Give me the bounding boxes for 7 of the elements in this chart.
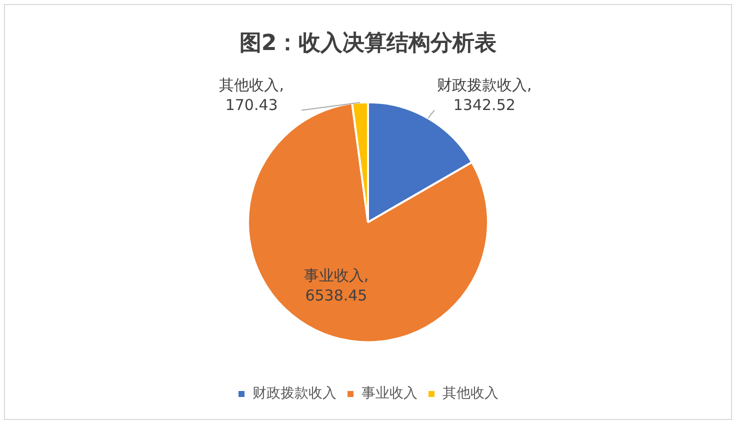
chart-title: 图2：收入决算结构分析表	[239, 30, 497, 56]
legend-label: 其他收入	[442, 386, 498, 402]
data-label: 其他收入,170.43	[219, 76, 284, 114]
legend-label: 事业收入	[362, 386, 418, 402]
data-label: 事业收入,6538.45	[304, 266, 369, 305]
data-label: 财政拨款收入,1342.52	[437, 76, 532, 114]
legend-label: 财政拨款收入	[252, 386, 336, 402]
